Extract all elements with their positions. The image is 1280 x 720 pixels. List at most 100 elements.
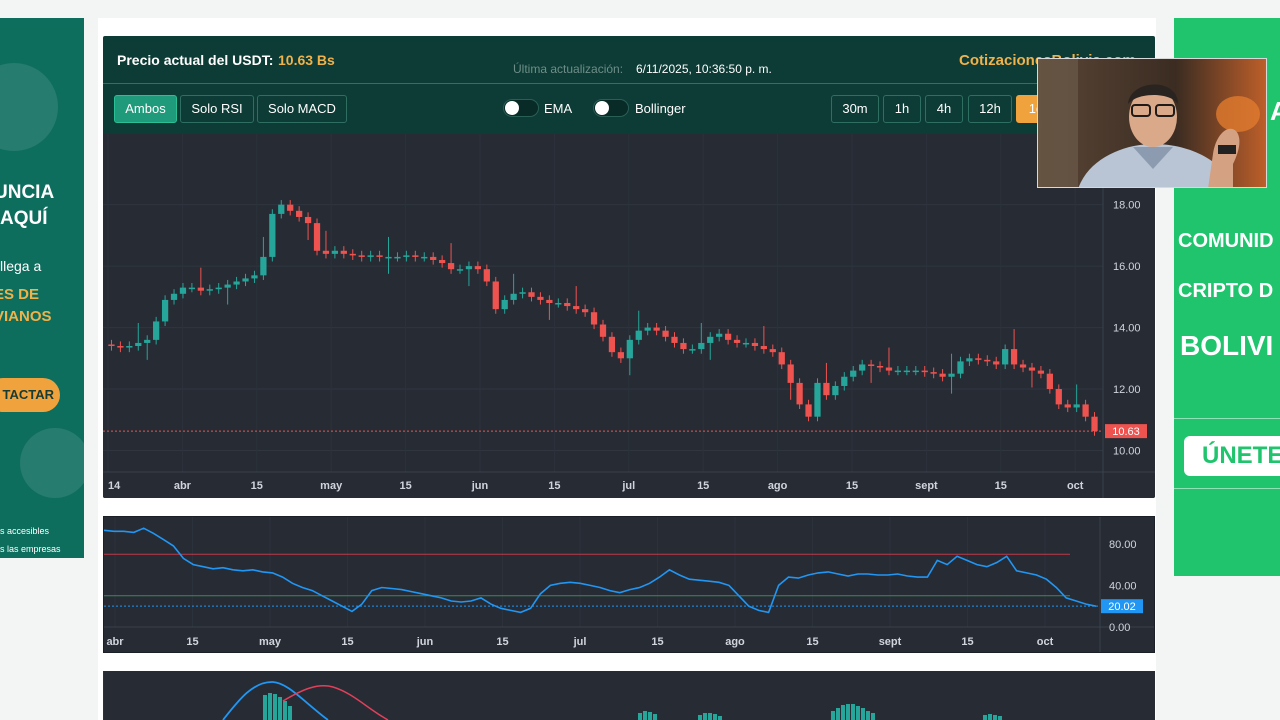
right-ad-line-1: COMUNID — [1178, 230, 1274, 252]
candle — [108, 344, 115, 347]
candle — [331, 250, 339, 254]
decorative-circle — [20, 428, 84, 498]
x-tick-label: may — [259, 636, 282, 648]
view-macd-button[interactable]: Solo MACD — [257, 95, 347, 123]
left-ad-highlight-line-1: ES DE — [0, 286, 40, 303]
candle — [635, 330, 642, 340]
candle — [1046, 373, 1053, 390]
candle — [590, 312, 598, 325]
x-tick-label: jun — [471, 480, 489, 492]
y-tick-label: 80.00 — [1109, 539, 1137, 551]
x-tick-label: sept — [879, 636, 902, 648]
right-ad-line-3: BOLIVI — [1180, 330, 1274, 361]
candle — [206, 289, 213, 291]
candle — [465, 266, 473, 270]
interval-1h-button[interactable]: 1h — [883, 95, 921, 123]
candle — [296, 210, 303, 217]
candle — [760, 346, 767, 350]
view-both-button[interactable]: Ambos — [114, 95, 177, 123]
candle — [170, 293, 178, 300]
ema-toggle[interactable] — [503, 99, 539, 117]
y-tick-label: 18.00 — [1113, 200, 1141, 212]
x-tick-label: sept — [915, 480, 938, 492]
candle — [367, 255, 374, 257]
left-ad-footnote: s accesibles s las empresas — [0, 522, 61, 558]
y-tick-label: 40.00 — [1109, 580, 1137, 592]
candle — [403, 255, 410, 257]
candle — [832, 385, 839, 396]
update-value: 6/11/2025, 10:36:50 p. m. — [636, 62, 772, 76]
candle — [859, 364, 866, 371]
macd-line — [222, 681, 329, 720]
candle — [733, 339, 741, 343]
price-label: Precio actual del USDT: — [117, 52, 274, 68]
candle — [599, 324, 607, 337]
candle — [885, 367, 893, 371]
interval-12h-button[interactable]: 12h — [968, 95, 1012, 123]
toggle-knob — [595, 101, 609, 115]
candle — [689, 349, 696, 351]
candle — [787, 364, 794, 383]
candle — [930, 372, 937, 374]
candle — [581, 309, 589, 313]
bollinger-toggle[interactable] — [593, 99, 629, 117]
candle — [1002, 349, 1009, 365]
divider — [1174, 488, 1280, 489]
rsi-chart-svg[interactable]: 20.02 0.00 40.00 80.00 abr 15 may 15 jun 15 jul 15 a… — [103, 517, 1154, 652]
x-tick-label: abr — [106, 636, 124, 648]
candle — [144, 339, 151, 343]
candle — [617, 352, 625, 359]
candle — [778, 352, 785, 365]
rsi-panel[interactable]: 20.02 0.00 40.00 80.00 abr 15 may 15 jun 15 jul 15 a… — [103, 516, 1155, 653]
candle — [126, 346, 133, 348]
candle — [644, 327, 651, 331]
candle — [814, 382, 821, 417]
x-tick-label: oct — [1037, 636, 1054, 648]
candle — [421, 256, 428, 259]
left-advertisement[interactable]: UNCIA AQUÍ llega a ES DE VIANOS TACTAR s… — [0, 18, 84, 558]
price-chart-svg[interactable]: 10.63 10.00 12.00 14.00 16.00 18.00 14 abr 15 may… — [103, 134, 1155, 498]
x-tick-label: may — [320, 480, 343, 492]
signal-line — [282, 685, 389, 720]
candle — [492, 281, 499, 310]
x-tick-label: 15 — [548, 480, 560, 492]
candle — [447, 263, 455, 270]
x-tick-label: 15 — [496, 636, 508, 648]
candle — [653, 327, 660, 331]
view-rsi-button[interactable]: Solo RSI — [180, 95, 254, 123]
x-tick-label: jul — [573, 636, 587, 648]
candle — [894, 370, 902, 373]
candle — [1055, 389, 1062, 405]
rsi-value-badge — [1101, 599, 1143, 614]
macd-panel[interactable] — [103, 671, 1155, 720]
candle — [313, 223, 321, 251]
candle — [483, 269, 490, 282]
interval-4h-button[interactable]: 4h — [925, 95, 963, 123]
candle — [412, 255, 419, 257]
candle — [188, 287, 196, 290]
x-tick-label: 14 — [108, 480, 121, 492]
right-ad-join-button[interactable]: ÚNETE — [1184, 436, 1280, 476]
candle — [680, 342, 687, 350]
candle — [456, 269, 464, 271]
candle — [573, 306, 580, 310]
candle — [224, 284, 231, 288]
bollinger-label: Bollinger — [635, 101, 686, 116]
interval-30m-button[interactable]: 30m — [831, 95, 879, 123]
candle — [948, 373, 955, 377]
candle — [528, 292, 535, 297]
left-ad-contact-button[interactable]: TACTAR — [0, 378, 60, 412]
y-tick-label: 16.00 — [1113, 261, 1141, 273]
candle — [993, 361, 1000, 365]
left-ad-headline-line-2: AQUÍ — [0, 208, 48, 229]
candle — [519, 292, 526, 294]
candle — [662, 330, 669, 337]
candle — [555, 303, 562, 305]
x-tick-label: 15 — [806, 636, 818, 648]
price-chart[interactable]: 10.63 10.00 12.00 14.00 16.00 18.00 14 abr 15 may… — [103, 134, 1155, 498]
candle — [117, 346, 124, 348]
last-price-label: 10.63 — [1112, 426, 1140, 438]
x-tick-label: 15 — [399, 480, 411, 492]
candle — [966, 358, 973, 362]
